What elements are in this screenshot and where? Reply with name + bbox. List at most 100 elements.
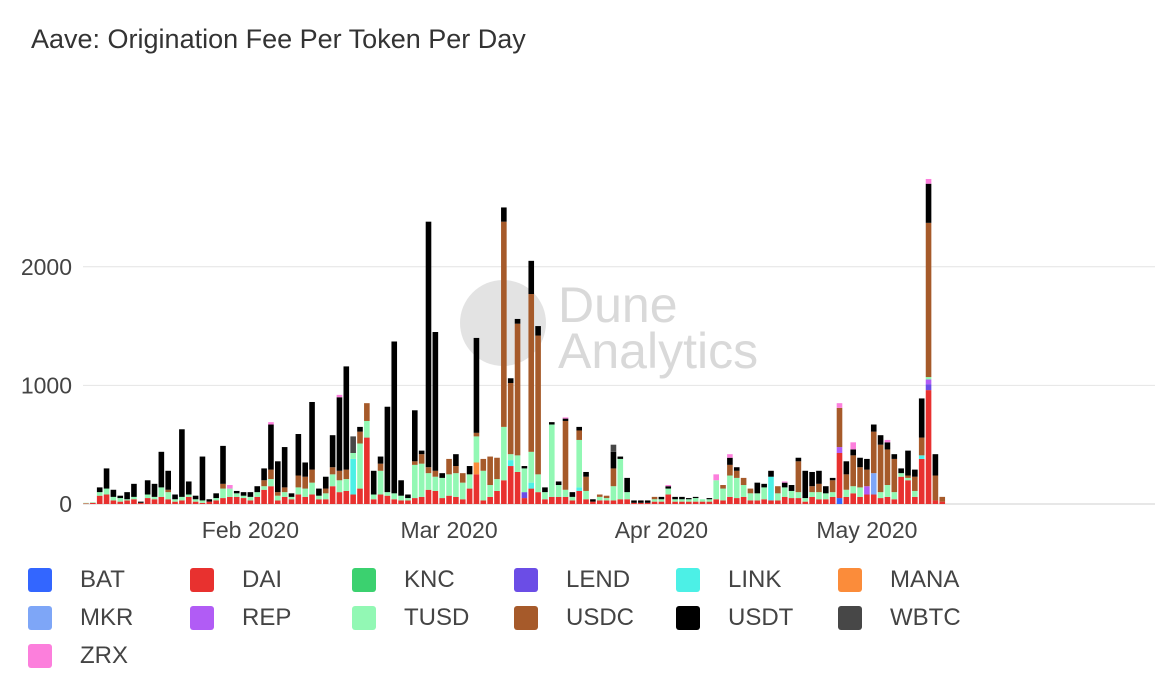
bar-segment-usdc[interactable] (501, 221, 507, 427)
bar-segment-usdc[interactable] (459, 473, 466, 483)
bar-segment-tusd[interactable] (124, 499, 130, 501)
bar-segment-dai[interactable] (357, 488, 363, 504)
bar-segment-dai[interactable] (179, 500, 185, 504)
bar-segment-usdt[interactable] (891, 454, 898, 459)
bar-segment-tusd[interactable] (288, 496, 295, 500)
bar-segment-usdc[interactable] (918, 437, 925, 456)
bar-segment-tusd[interactable] (412, 464, 418, 499)
bar-segment-tusd[interactable] (432, 476, 439, 491)
bar-segment-link[interactable] (507, 460, 514, 467)
bar-segment-usdc[interactable] (412, 461, 418, 465)
bar-segment-dai[interactable] (309, 494, 315, 504)
bar-segment-usdt[interactable] (185, 481, 192, 495)
bar-segment-tusd[interactable] (295, 487, 302, 495)
bar-segment-zrx[interactable] (336, 394, 343, 398)
bar-segment-usdc[interactable] (870, 431, 877, 474)
bar-segment-tusd[interactable] (912, 490, 918, 497)
bar-segment-dai[interactable] (733, 498, 740, 504)
bar-segment-tusd[interactable] (843, 489, 850, 497)
bar-segment-tusd[interactable] (144, 494, 151, 499)
bar-segment-usdt[interactable] (309, 401, 315, 470)
bar-segment-usdt[interactable] (370, 470, 377, 495)
bar-segment-dai[interactable] (254, 496, 261, 504)
bar-segment-dai[interactable] (480, 500, 487, 504)
legend-item-usdt[interactable]: USDT (676, 604, 793, 632)
bar-segment-dai[interactable] (665, 494, 672, 504)
bar-segment-tusd[interactable] (706, 499, 713, 502)
bar-segment-usdt[interactable] (781, 482, 788, 488)
bar-segment-usdt[interactable] (761, 483, 767, 488)
bar-segment-usdc[interactable] (336, 470, 343, 481)
bar-segment-tusd[interactable] (343, 479, 350, 491)
bar-segment-tusd[interactable] (103, 488, 110, 495)
bar-segment-dai[interactable] (603, 500, 610, 504)
bar-segment-dai[interactable] (227, 496, 233, 504)
bar-segment-dai[interactable] (405, 500, 411, 504)
bar-segment-dai[interactable] (117, 501, 124, 504)
bar-segment-mana[interactable] (473, 462, 480, 475)
bar-segment-usdt[interactable] (329, 435, 336, 468)
bar-segment-usdt[interactable] (898, 468, 904, 474)
bar-segment-tusd[interactable] (788, 490, 795, 499)
bar-segment-usdt[interactable] (288, 493, 295, 497)
bar-segment-dai[interactable] (83, 503, 89, 504)
bar-segment-tusd[interactable] (679, 499, 685, 502)
bar-segment-zrx[interactable] (836, 403, 843, 408)
bar-segment-dai[interactable] (775, 500, 781, 504)
bar-segment-dai[interactable] (144, 498, 151, 504)
legend-item-usdc[interactable]: USDC (514, 604, 634, 632)
bar-segment-usdc[interactable] (747, 488, 754, 494)
bar-segment-tusd[interactable] (302, 488, 308, 497)
bar-segment-usdt[interactable] (138, 501, 144, 503)
bar-segment-dai[interactable] (151, 499, 158, 504)
bar-segment-tusd[interactable] (220, 488, 226, 499)
bar-segment-tusd[interactable] (761, 487, 767, 500)
bar-segment-usdc[interactable] (535, 335, 541, 475)
bar-segment-tusd[interactable] (131, 496, 137, 500)
bar-segment-link[interactable] (576, 487, 582, 491)
bar-segment-usdt[interactable] (124, 492, 130, 500)
bar-segment-dai[interactable] (398, 500, 404, 504)
bar-segment-dai[interactable] (747, 500, 754, 504)
bar-segment-usdt[interactable] (165, 470, 171, 490)
bar-segment-usdc[interactable] (939, 496, 946, 502)
bar-segment-usdt[interactable] (802, 470, 809, 499)
bar-segment-tusd[interactable] (905, 477, 911, 481)
bar-segment-tusd[interactable] (473, 436, 480, 463)
bar-segment-dai[interactable] (453, 496, 459, 504)
bar-segment-zrx[interactable] (850, 442, 856, 450)
bar-segment-tusd[interactable] (233, 493, 240, 497)
bar-segment-tusd[interactable] (925, 377, 932, 380)
bar-segment-tusd[interactable] (686, 499, 692, 502)
bar-segment-usdt[interactable] (610, 451, 617, 469)
bar-segment-dai[interactable] (138, 502, 144, 504)
bar-segment-tusd[interactable] (802, 498, 809, 502)
bar-segment-usdt[interactable] (302, 462, 308, 477)
bar-segment-lend[interactable] (925, 384, 932, 391)
bar-segment-dai[interactable] (816, 499, 822, 504)
bar-segment-usdt[interactable] (788, 485, 795, 491)
bar-segment-dai[interactable] (295, 494, 302, 504)
bar-segment-tusd[interactable] (322, 493, 329, 500)
bar-segment-usdc[interactable] (733, 470, 740, 478)
bar-segment-usdt[interactable] (706, 498, 713, 500)
bar-segment-dai[interactable] (446, 495, 452, 504)
bar-segment-zrx[interactable] (665, 485, 672, 487)
bar-segment-tusd[interactable] (350, 452, 356, 459)
bar-segment-usdt[interactable] (343, 366, 350, 470)
bar-segment-usdc[interactable] (925, 222, 932, 378)
bar-segment-dai[interactable] (864, 494, 870, 504)
bar-segment-tusd[interactable] (254, 492, 261, 497)
bar-segment-dai[interactable] (521, 498, 528, 504)
legend-item-wbtc[interactable]: WBTC (838, 604, 961, 632)
bar-segment-tusd[interactable] (507, 454, 514, 461)
bar-segment-usdt[interactable] (172, 494, 178, 500)
bar-segment-dai[interactable] (535, 492, 541, 504)
bar-segment-dai[interactable] (206, 501, 213, 504)
bar-segment-usdc[interactable] (562, 420, 569, 490)
bar-segment-tusd[interactable] (610, 486, 617, 501)
bar-segment-usdt[interactable] (240, 492, 247, 496)
bar-segment-tusd[interactable] (603, 498, 610, 501)
bar-segment-usdt[interactable] (795, 457, 802, 462)
bar-segment-usdc[interactable] (425, 467, 432, 474)
